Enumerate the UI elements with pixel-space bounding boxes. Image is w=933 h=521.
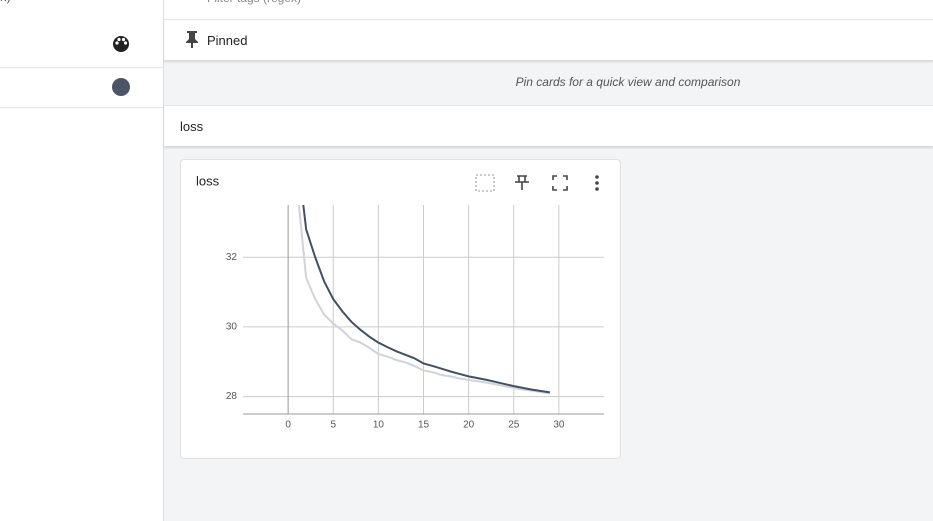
fullscreen-button[interactable] bbox=[552, 175, 568, 191]
plot-area bbox=[297, 205, 551, 395]
x-tick-label: 0 bbox=[285, 420, 291, 431]
card-title: loss bbox=[196, 173, 220, 188]
y-tick-label: 32 bbox=[226, 252, 238, 263]
x-tick-label: 25 bbox=[508, 420, 520, 431]
fit-domain-button[interactable] bbox=[475, 174, 495, 192]
x-tick-label: 10 bbox=[373, 420, 385, 431]
pinned-title: Pinned bbox=[207, 33, 248, 48]
card bbox=[180, 159, 621, 459]
x-tick-label: 30 bbox=[553, 420, 565, 431]
color-swatch[interactable] bbox=[111, 77, 131, 97]
pin-button[interactable] bbox=[515, 175, 529, 190]
x-tick-label: 15 bbox=[418, 420, 430, 431]
filter-input[interactable]: Filter tags (regex) bbox=[207, 0, 301, 5]
y-tick-label: 30 bbox=[226, 322, 238, 333]
pinned-empty: Pin cards for a quick view and compariso… bbox=[515, 75, 741, 89]
palette-icon[interactable] bbox=[111, 34, 131, 54]
x-tick-label: 20 bbox=[463, 420, 475, 431]
pin-icon bbox=[186, 31, 198, 48]
divider bbox=[0, 67, 163, 68]
series-line bbox=[297, 205, 551, 395]
x-tick-label: 5 bbox=[330, 420, 336, 431]
menu-button[interactable] bbox=[595, 175, 599, 191]
group-title: loss bbox=[180, 119, 204, 134]
sidebar-text: n) bbox=[0, 0, 11, 4]
divider bbox=[0, 107, 163, 108]
y-tick-label: 28 bbox=[226, 391, 238, 402]
card-toolbar bbox=[475, 174, 599, 192]
sidebar: n) bbox=[0, 0, 164, 521]
filter-bar: Filter tags (regex) bbox=[164, 0, 933, 20]
group-header: loss bbox=[164, 105, 933, 146]
series-line bbox=[302, 205, 551, 394]
pinned-header: Pinned bbox=[164, 20, 933, 60]
